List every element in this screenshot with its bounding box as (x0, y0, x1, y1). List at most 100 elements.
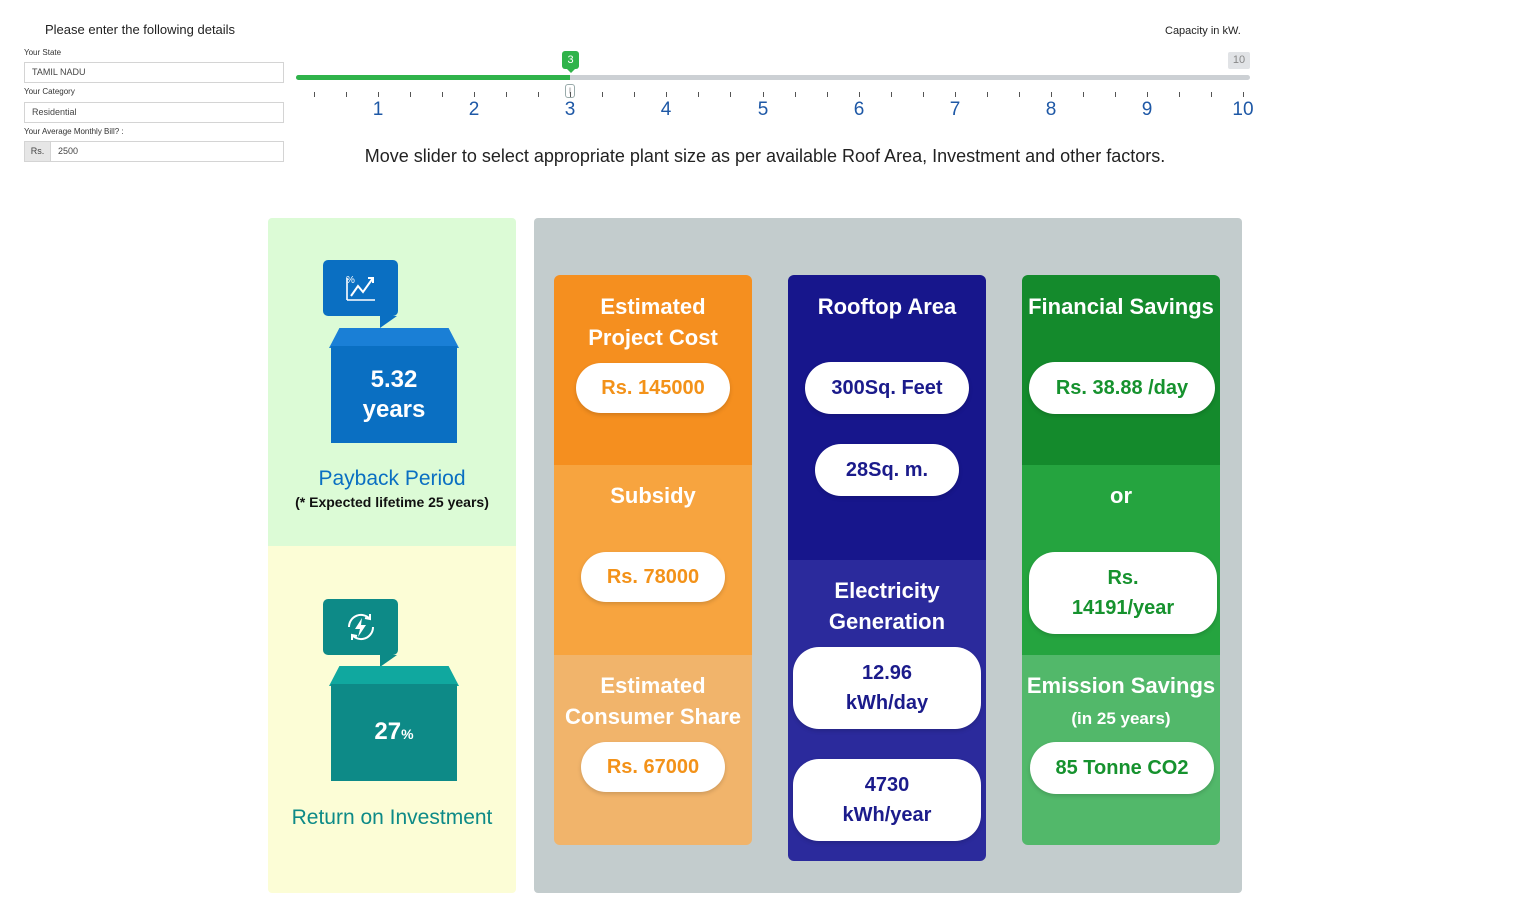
slider-tick (346, 92, 347, 97)
payback-value: 5.32 (370, 365, 418, 393)
generation-title-line2: Generation (828, 609, 946, 634)
slider-tick-label[interactable]: 10 (1232, 99, 1254, 120)
roi-value: 27 (374, 717, 402, 745)
slider-value-badge: 3 (562, 51, 579, 73)
category-value: Residential (32, 107, 77, 117)
slider-hint: Move slider to select appropriate plant … (364, 146, 1166, 166)
slider-tick (538, 92, 539, 97)
emission-value-pill: 85 Tonne CO2 (1030, 742, 1214, 794)
slider-tick (1179, 92, 1180, 97)
slider-track[interactable] (296, 75, 1250, 80)
subsidy-value-pill: Rs. 78000 (581, 552, 725, 602)
slider-tick-label[interactable]: 6 (853, 99, 865, 120)
savings-year-line1: Rs. (1107, 567, 1139, 589)
generation-year-unit: kWh/year (842, 804, 932, 826)
currency-prefix: Rs. (25, 142, 51, 161)
state-field[interactable]: TAMIL NADU (24, 62, 284, 83)
slider-tick (314, 92, 315, 97)
slider-tick (730, 92, 731, 97)
generation-day-unit: kWh/day (845, 692, 929, 714)
slider-tick-label[interactable]: 1 (372, 99, 384, 120)
slider-tick (763, 92, 764, 97)
payback-unit: years (362, 395, 426, 423)
slider-tick-label[interactable]: 9 (1141, 99, 1153, 120)
rooftop-title: Rooftop Area (817, 294, 957, 319)
slider-tick-label[interactable]: 4 (660, 99, 672, 120)
roi-unit: % (401, 725, 414, 742)
generation-day-pill: 12.96 kWh/day (793, 647, 981, 729)
share-title-line1: Estimated (600, 673, 706, 698)
slider-tick-label[interactable]: 7 (949, 99, 961, 120)
energy-cycle-icon (323, 599, 398, 655)
bill-value: 2500 (58, 146, 79, 156)
slider-tick-label[interactable]: 3 (564, 99, 576, 120)
rooftop-sqm-pill: 28Sq. m. (815, 444, 959, 496)
share-value-pill: Rs. 67000 (581, 742, 725, 792)
savings-year-line2: 14191/year (1071, 597, 1175, 619)
slider-tick (506, 92, 507, 97)
bill-label: Your Average Monthly Bill? : (24, 127, 124, 136)
cost-column: Estimated Project Cost Rs. 145000 Subsidy… (554, 275, 752, 845)
roi-title: Return on Investment (291, 806, 493, 829)
slider-tick (1083, 92, 1084, 97)
slider-tick (1243, 92, 1244, 97)
state-value: TAMIL NADU (32, 67, 86, 77)
slider-tick (378, 92, 379, 97)
rooftop-sqft-pill: 300Sq. Feet (805, 362, 969, 414)
slider-tick (698, 92, 699, 97)
savings-title: Financial Savings (1028, 294, 1214, 319)
category-field[interactable]: Residential (24, 102, 284, 123)
generation-day-value: 12.96 (861, 662, 913, 684)
slider-tick (634, 92, 635, 97)
slider-tick (1051, 92, 1052, 97)
generation-year-value: 4730 (864, 774, 910, 796)
slider-tick (474, 92, 475, 97)
svg-text:%: % (346, 275, 355, 286)
slider-tick-label[interactable]: 8 (1045, 99, 1057, 120)
form-title: Please enter the following details (45, 22, 236, 37)
slider-tick (987, 92, 988, 97)
payback-title: Payback Period (318, 467, 466, 490)
slider-tick (795, 92, 796, 97)
payback-note: (* Expected lifetime 25 years) (295, 494, 489, 510)
rooftop-column: Rooftop Area 300Sq. Feet 28Sq. m. Electr… (788, 275, 986, 861)
generation-title-line1: Electricity (834, 578, 940, 603)
slider-tick (827, 92, 828, 97)
slider-fill (296, 75, 570, 80)
category-label: Your Category (24, 87, 75, 96)
chart-percent-icon: % (323, 260, 398, 316)
subsidy-title: Subsidy (610, 483, 696, 508)
slider-tick (570, 92, 571, 97)
savings-day-pill: Rs. 38.88 /day (1029, 362, 1215, 414)
savings-year-pill: Rs. 14191/year (1029, 552, 1217, 634)
slider-tick (923, 92, 924, 97)
slider-tick (442, 92, 443, 97)
payback-box: 5.32 years (331, 346, 457, 443)
slider-tick (859, 92, 860, 97)
slider-tick (602, 92, 603, 97)
slider-tick-label[interactable]: 2 (468, 99, 480, 120)
slider-tick (1211, 92, 1212, 97)
state-label: Your State (24, 48, 62, 57)
slider-tick (1115, 92, 1116, 97)
cost-title-line1: Estimated (600, 294, 706, 319)
slider-tick (1019, 92, 1020, 97)
slider-tick (666, 92, 667, 97)
emission-title: Emission Savings (1026, 673, 1216, 698)
generation-year-pill: 4730 kWh/year (793, 759, 981, 841)
share-title-line2: Consumer Share (564, 704, 742, 729)
slider-tick-label[interactable]: 5 (757, 99, 769, 120)
savings-column: Financial Savings Rs. 38.88 /day or Rs. … (1022, 275, 1220, 845)
slider-max-badge: 10 (1228, 52, 1250, 69)
roi-box: 27% (331, 684, 457, 781)
slider-tick (955, 92, 956, 97)
slider-tick (891, 92, 892, 97)
savings-or: or (1110, 483, 1132, 508)
drag-handle-icon[interactable]: || (565, 84, 575, 98)
cost-value-pill: Rs. 145000 (576, 363, 730, 413)
slider-tick (1147, 92, 1148, 97)
capacity-label: Capacity in kW. (1165, 25, 1241, 37)
bill-field[interactable]: Rs. 2500 (24, 141, 284, 162)
emission-subtitle: (in 25 years) (1071, 709, 1171, 728)
slider-tick (410, 92, 411, 97)
